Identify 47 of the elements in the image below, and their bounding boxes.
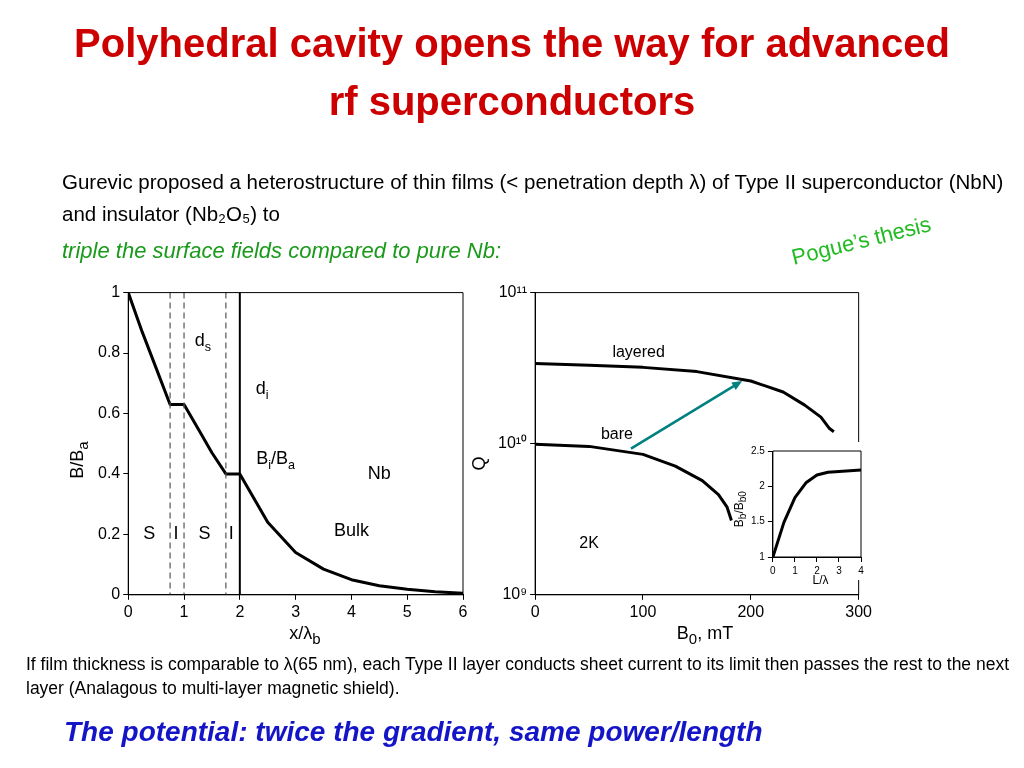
x-tick-label: 0 — [123, 602, 133, 620]
x-tick-label: 4 — [346, 602, 356, 620]
y-tick-label: 0.8 — [97, 343, 121, 361]
y-tick-label: 2 — [759, 480, 766, 492]
x-tick-label: 3 — [291, 602, 301, 620]
annotation: I — [173, 523, 179, 544]
y-tick-label: 1 — [111, 283, 121, 301]
text: triple the surface fields compared to pure Nb: — [62, 238, 502, 264]
x-tick-label: 300 — [845, 602, 873, 620]
y-tick-label: 2.5 — [751, 444, 766, 456]
x-tick-label: 2 — [814, 564, 821, 576]
annotation: Bulk — [334, 520, 371, 541]
annotation: S — [143, 523, 156, 544]
x-tick-label: 1 — [792, 564, 799, 576]
x-tick-label: 1 — [179, 602, 189, 620]
y-tick-label: 0.4 — [97, 464, 121, 482]
annotation: 2K — [579, 533, 600, 551]
x-axis-title: L/λ — [811, 573, 830, 587]
annotation: S — [198, 523, 211, 544]
x-tick-label: 2 — [235, 602, 245, 620]
text: If film thickness is comparable to λ(65 nm), each Type II layer conducts sheet current to its limit then passes the rest to the next layer (Analagous to multi-layer magnetic shield). — [26, 653, 1011, 700]
x-tick-label: 200 — [737, 602, 765, 620]
annotation: layered — [612, 343, 665, 361]
y-tick-label: 0.6 — [97, 403, 121, 421]
x-axis-title: x/λ$_{b}$ — [288, 623, 322, 647]
x-tick-label: 0 — [770, 564, 777, 576]
x-tick-label: 4 — [858, 564, 865, 576]
y-axis-title: Q — [468, 455, 490, 472]
y-tick-label: 1.5 — [751, 515, 766, 527]
x-tick-label: 6 — [458, 602, 468, 620]
x-axis-title: B$_{0}$, mT — [675, 623, 735, 647]
annotation: bare — [600, 425, 634, 443]
annotation: Nb — [367, 462, 391, 483]
chart-title: Polyhedral cavity opens the way for advanced rf superconductors — [73, 20, 951, 125]
y-tick-label: 0.2 — [97, 524, 121, 542]
annotation: I — [228, 523, 234, 544]
text: Pogue’s thesis — [788, 211, 934, 271]
y-tick-label: 10⁹ — [502, 585, 528, 603]
y-tick-label: 10¹⁰ — [498, 434, 528, 452]
x-tick-label: 5 — [402, 602, 412, 620]
text: The potential: twice the gradient, same power/length — [64, 716, 763, 748]
y-tick-label: 10¹¹ — [498, 283, 528, 301]
x-tick-label: 0 — [530, 602, 540, 620]
y-tick-label: 1 — [759, 550, 766, 562]
y-tick-label: 0 — [111, 585, 121, 603]
x-tick-label: 100 — [629, 602, 657, 620]
x-tick-label: 3 — [836, 564, 843, 576]
